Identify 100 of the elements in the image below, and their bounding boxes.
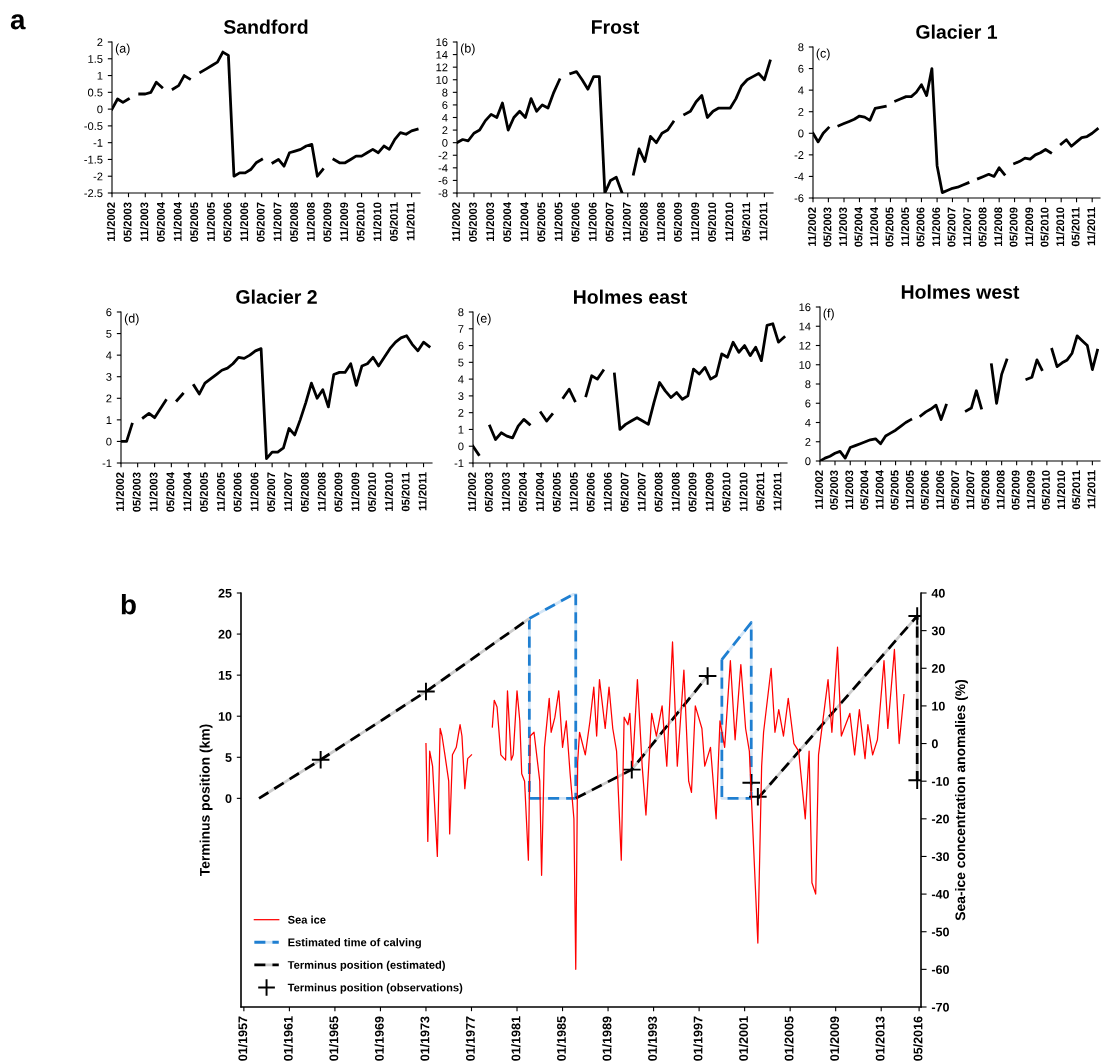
y-tick-label: 4 bbox=[805, 418, 811, 427]
y-tick-label: 14 bbox=[436, 50, 448, 59]
x-tick-label: 11/2011 bbox=[1087, 207, 1096, 246]
x-tick-label: 05/2011 bbox=[756, 472, 765, 512]
x-tick-label: 01/2001 bbox=[738, 1016, 749, 1061]
chart-title: Glacier 2 bbox=[236, 289, 317, 304]
x-tick-label: 01/1993 bbox=[647, 1016, 658, 1061]
x-tick-label: 11/2004 bbox=[875, 470, 884, 509]
x-tick-label: 11/2005 bbox=[900, 207, 910, 246]
x-tick-label: 05/2004 bbox=[518, 472, 527, 512]
x-tick-label: 05/2007 bbox=[256, 202, 265, 242]
x-tick-label: 05/2006 bbox=[920, 470, 929, 510]
y-tick-label: 4 bbox=[798, 86, 804, 95]
x-tick-label: 05/2007 bbox=[605, 202, 614, 242]
text: b bbox=[121, 594, 136, 615]
x-tick-label: 11/2007 bbox=[283, 472, 293, 511]
x-tick-label: 05/2007 bbox=[266, 472, 276, 512]
x-tick-label: 11/2008 bbox=[994, 207, 1003, 246]
x-tick-label: 05/2003 bbox=[123, 202, 132, 242]
x-tick-label: 05/2005 bbox=[890, 470, 899, 510]
y-tick-label: 0 bbox=[106, 437, 112, 446]
x-tick-label: 11/2007 bbox=[962, 207, 972, 246]
x-tick-label: 05/2010 bbox=[356, 202, 365, 242]
x-tick-label: 11/2002 bbox=[106, 202, 116, 241]
x-tick-label: 11/2006 bbox=[935, 470, 945, 509]
y-tick-label: -8 bbox=[438, 189, 448, 198]
x-tick-label: 05/2010 bbox=[1040, 207, 1049, 247]
y-tick-label: 14 bbox=[799, 322, 811, 331]
x-tick-label: 05/2004 bbox=[502, 202, 512, 242]
x-tick-label: 05/2006 bbox=[586, 472, 595, 512]
x-tick-label: 05/2005 bbox=[552, 472, 561, 512]
x-tick-label: 11/2006 bbox=[250, 472, 259, 511]
legend-label: Terminus position (observations) bbox=[287, 983, 463, 994]
x-tick-label: 05/2007 bbox=[947, 207, 956, 247]
y-tick-label: -1.5 bbox=[84, 155, 103, 164]
x-tick-label: 11/2011 bbox=[418, 472, 427, 511]
x-tick-label: 11/2009 bbox=[705, 472, 714, 511]
y-tick-label: -2 bbox=[794, 151, 804, 159]
y-tick-label: 6 bbox=[442, 101, 448, 110]
y2-tick-label: -50 bbox=[931, 927, 949, 937]
x-tick-label: 05/2011 bbox=[742, 202, 751, 242]
x-tick-label: 11/2009 bbox=[351, 472, 360, 511]
x-tick-label: 05/2009 bbox=[1011, 470, 1020, 510]
x-tick-label: 11/2005 bbox=[216, 472, 225, 511]
x-tick-label: 05/2004 bbox=[854, 207, 863, 247]
y-tick-label: 3 bbox=[106, 372, 112, 381]
x-tick-label: 11/2003 bbox=[845, 470, 854, 509]
y-tick-label: -2 bbox=[93, 172, 103, 181]
x-tick-label: 05/2009 bbox=[323, 202, 332, 242]
y2-tick-label: -40 bbox=[931, 889, 949, 899]
x-tick-label: 11/2002 bbox=[467, 472, 477, 511]
x-tick-label: 01/2013 bbox=[875, 1016, 885, 1061]
x-tick-label: 11/2003 bbox=[140, 202, 149, 241]
y-tick-label: 4 bbox=[458, 375, 464, 384]
y2-tick-label: -70 bbox=[931, 1002, 949, 1012]
x-tick-label: 11/2008 bbox=[671, 472, 680, 511]
y-tick-label: 8 bbox=[798, 43, 804, 52]
x-tick-label: 11/2007 bbox=[637, 472, 646, 511]
x-tick-label: 11/2005 bbox=[554, 202, 563, 241]
x-tick-label: 05/2005 bbox=[885, 207, 894, 247]
x-tick-label: 05/2016 bbox=[913, 1016, 923, 1061]
x-tick-label: 01/2005 bbox=[784, 1016, 794, 1061]
x-tick-label: 11/2002 bbox=[115, 472, 125, 511]
y-tick-label: 25 bbox=[218, 588, 232, 598]
x-tick-label: 05/2004 bbox=[156, 202, 165, 242]
legend-label: Estimated time of calving bbox=[288, 938, 421, 949]
x-tick-label: 11/2004 bbox=[183, 472, 192, 511]
y-tick-label: 5 bbox=[225, 753, 232, 762]
y-tick-label: -0.5 bbox=[84, 122, 103, 131]
chart-title: Holmes east bbox=[574, 289, 688, 304]
x-tick-label: 05/2004 bbox=[860, 470, 869, 510]
x-tick-label: 11/2002 bbox=[451, 202, 461, 241]
y-tick-label: 0 bbox=[805, 457, 811, 466]
x-tick-label: 11/2004 bbox=[520, 202, 529, 241]
x-tick-label: 11/2008 bbox=[317, 472, 326, 511]
y-tick-label: 0 bbox=[458, 442, 464, 451]
y-tick-label: 0 bbox=[798, 129, 804, 138]
annotation: (c) bbox=[816, 48, 830, 61]
x-tick-label: 11/2004 bbox=[869, 207, 879, 246]
x-tick-label: 01/1969 bbox=[374, 1016, 384, 1061]
x-tick-label: 11/2007 bbox=[966, 470, 975, 509]
y-tick-label: 2 bbox=[106, 394, 112, 403]
x-tick-label: 11/2002 bbox=[814, 470, 824, 509]
y-tick-label: -1 bbox=[93, 139, 103, 147]
y2-axis-title: Sea-ice concentration anomalies (%) bbox=[955, 679, 968, 921]
y-tick-label: 2 bbox=[458, 408, 464, 417]
x-tick-label: 11/2009 bbox=[1025, 207, 1034, 246]
x-tick-label: 05/2003 bbox=[823, 207, 832, 247]
y-tick-label: 1.5 bbox=[88, 55, 103, 63]
x-tick-label: 11/2010 bbox=[384, 472, 394, 511]
y-tick-label: -6 bbox=[794, 194, 804, 203]
x-tick-label: 01/1997 bbox=[693, 1016, 703, 1061]
x-tick-label: 11/2007 bbox=[273, 202, 282, 241]
x-tick-label: 05/2008 bbox=[300, 472, 309, 512]
y-tick-label: 2 bbox=[442, 126, 448, 135]
y-tick-label: 2 bbox=[805, 438, 811, 446]
y-tick-label: 6 bbox=[805, 399, 811, 408]
y-tick-label: -6 bbox=[438, 176, 448, 185]
point bbox=[310, 750, 331, 770]
x-tick-label: 11/2003 bbox=[501, 472, 511, 511]
